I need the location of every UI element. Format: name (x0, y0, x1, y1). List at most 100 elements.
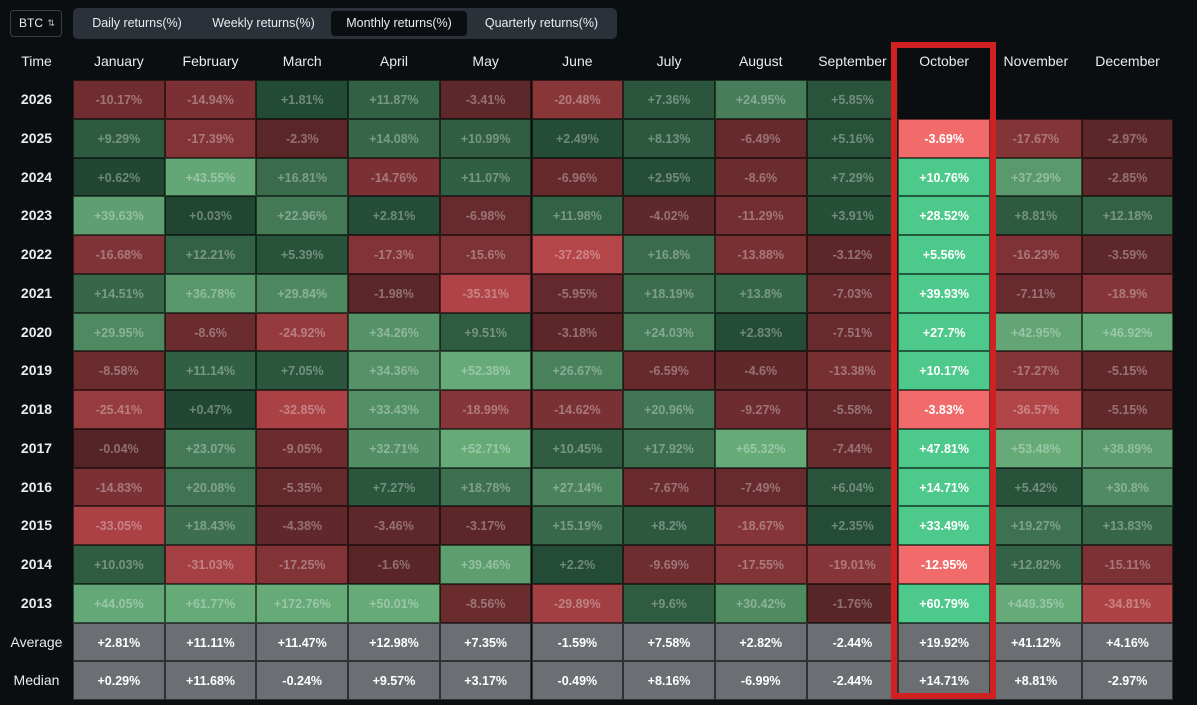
summary-label-average: Average (10, 633, 63, 650)
toolbar: BTC ⇅ Daily returns(%) Weekly returns(%)… (0, 0, 1197, 46)
october-return-cell: +33.49% (898, 506, 990, 545)
tab-daily-returns[interactable]: Daily returns(%) (92, 16, 182, 30)
return-cell: +65.32% (714, 428, 807, 468)
return-cell: -34.81% (1081, 583, 1174, 623)
return-cell: -13.88% (714, 235, 807, 274)
return-cell: -0.04% (73, 428, 165, 468)
return-cell: -10.17% (73, 80, 165, 119)
return-cell: -5.15% (1081, 351, 1174, 390)
october-return-cell: +39.93% (898, 273, 990, 313)
column-header-november: November (1003, 53, 1069, 69)
return-cell: -31.03% (164, 545, 257, 584)
october-return-cell: +27.7% (898, 312, 990, 352)
row-label-year: 2016 (20, 478, 53, 495)
return-cell: -1.6% (348, 545, 440, 584)
column-header-july: July (656, 53, 682, 69)
october-return-cell: +5.56% (898, 235, 990, 274)
summary-cell-average: +7.35% (439, 622, 532, 662)
return-cell: -14.76% (348, 157, 440, 197)
row-label-year: 2015 (20, 517, 53, 534)
october-return-cell: +10.17% (898, 351, 990, 390)
return-cell: -5.95% (531, 273, 624, 313)
return-cell: +27.14% (531, 467, 624, 507)
october-return-cell: -3.69% (898, 118, 990, 158)
row-label-year: 2024 (20, 168, 53, 185)
october-return-cell (898, 80, 990, 119)
summary-cell-median: +0.29% (73, 661, 165, 700)
column-header-october: October (919, 53, 970, 69)
return-cell: -17.27% (990, 351, 1082, 390)
summary-cell-average: -2.44% (806, 622, 899, 662)
row-label-year: 2023 (20, 207, 53, 224)
return-cell: +61.77% (164, 583, 257, 623)
return-cell: -3.12% (806, 235, 899, 274)
october-return-cell: +47.81% (898, 428, 990, 468)
return-cell: +46.92% (1081, 312, 1174, 352)
row-label-year: 2022 (20, 246, 53, 262)
summary-cell-average: +11.47% (256, 622, 349, 662)
tab-monthly-returns[interactable]: Monthly returns(%) (331, 11, 467, 36)
row-label-year: 2019 (20, 362, 53, 379)
return-cell: +2.83% (714, 312, 807, 352)
return-cell: +17.92% (623, 428, 715, 468)
return-cell: +9.6% (623, 583, 715, 623)
return-cell: +8.2% (623, 506, 715, 545)
row-label-year: 2021 (20, 284, 53, 301)
return-cell: +13.83% (1081, 506, 1174, 545)
return-cell: +11.87% (348, 80, 440, 119)
october-return-cell: +14.71% (898, 467, 990, 507)
asset-select[interactable]: BTC ⇅ (10, 10, 62, 37)
return-cell: -18.99% (439, 390, 532, 429)
return-cell: -2.97% (1081, 118, 1174, 158)
return-cell: -9.05% (256, 428, 349, 468)
return-cell: -3.17% (439, 506, 532, 545)
summary-cell-average: +2.82% (714, 622, 807, 662)
return-cell: +1.81% (256, 80, 349, 119)
summary-cell-average: +41.12% (990, 622, 1082, 662)
return-cell: +5.42% (990, 467, 1082, 507)
return-cell: -7.51% (806, 312, 899, 352)
return-cell: -5.35% (256, 467, 349, 507)
return-cell: +11.14% (164, 351, 257, 390)
return-cell: -1.98% (348, 273, 440, 313)
tab-weekly-returns[interactable]: Weekly returns(%) (212, 16, 315, 30)
return-cell: -25.41% (73, 390, 165, 429)
tab-quarterly-returns[interactable]: Quarterly returns(%) (484, 16, 599, 30)
return-cell: +44.05% (73, 583, 165, 623)
return-cell: +5.16% (806, 118, 899, 158)
row-label-year: 2018 (20, 401, 53, 417)
return-cell: +10.45% (531, 428, 624, 468)
summary-cell-average: +19.92% (898, 622, 990, 662)
return-cell: -6.49% (714, 118, 807, 158)
return-cell: -7.03% (806, 273, 899, 313)
return-cell: +16.81% (256, 157, 349, 197)
return-cell: +34.26% (348, 312, 440, 352)
return-cell: -8.56% (439, 583, 532, 623)
column-header-december: December (1095, 53, 1160, 69)
return-cell: -4.6% (714, 351, 807, 390)
return-cell: -8.58% (73, 351, 165, 390)
october-return-cell: +28.52% (898, 196, 990, 235)
return-cell: -11.29% (714, 196, 807, 235)
return-cell: -32.85% (256, 390, 349, 429)
return-cell: +16.8% (623, 235, 715, 274)
return-cell: -13.38% (806, 351, 899, 390)
column-header-march: March (282, 53, 322, 69)
return-cell: +39.63% (73, 196, 165, 235)
column-header-january: January (93, 53, 144, 69)
return-cell: +43.55% (164, 157, 257, 197)
summary-cell-median: -6.99% (714, 661, 807, 700)
summary-cell-median: +14.71% (898, 661, 990, 700)
summary-cell-median: -0.49% (531, 661, 624, 700)
return-cell: -17.67% (990, 118, 1082, 158)
return-cell: +3.91% (806, 196, 899, 235)
return-cell: -20.48% (531, 80, 624, 119)
return-cell: -17.3% (348, 235, 440, 274)
return-cell: +12.82% (990, 545, 1082, 584)
column-header-june: June (562, 53, 593, 69)
return-cell: +0.62% (73, 157, 165, 197)
return-cell: +15.19% (531, 506, 624, 545)
return-cell: -7.67% (623, 467, 715, 507)
return-cell: -4.38% (256, 506, 349, 545)
return-cell: -15.11% (1081, 545, 1174, 584)
